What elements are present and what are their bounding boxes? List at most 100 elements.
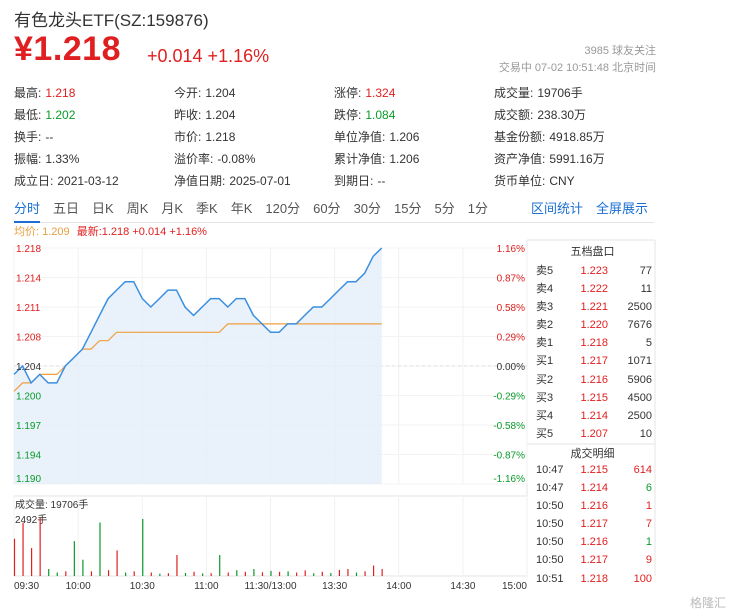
tab-period[interactable]: 日K: [92, 200, 114, 216]
stat-value: 2021-03-12: [57, 174, 119, 188]
order-book-row: 卖1 1.218 5: [530, 334, 655, 352]
tab-period[interactable]: 60分: [313, 200, 341, 216]
volume-max-label: 2492手: [15, 513, 47, 526]
price-change: +0.014 +1.16%: [147, 46, 270, 66]
volume-label: 成交量: 19706手: [15, 498, 88, 511]
stat-label: 成立日:: [14, 174, 54, 188]
trade-price: 1.215: [580, 464, 608, 476]
trade-row: 10:50 1.216 1: [530, 533, 655, 551]
stat-label: 市价:: [174, 130, 202, 144]
stat-cell: 今开: 1.204: [174, 82, 334, 104]
tab-period[interactable]: 120分: [265, 200, 301, 216]
price-line: [13, 247, 383, 385]
order-price: 1.216: [580, 373, 608, 386]
trade-qty: 7: [645, 518, 652, 531]
stat-cell: 到期日: --: [334, 170, 494, 192]
trade-time: 10:50: [536, 536, 564, 549]
y-tick-label-right: 0.29%: [497, 333, 525, 344]
stat-value: 19706手: [537, 86, 583, 100]
stat-label: 货币单位:: [494, 174, 546, 188]
tab-period[interactable]: 月K: [161, 200, 184, 216]
y-tick-label-right: 0.58%: [497, 303, 525, 314]
order-price: 1.218: [580, 337, 608, 350]
y-tick-label-left: 1.208: [16, 333, 41, 344]
tab-period[interactable]: 30分: [353, 200, 382, 216]
trade-time: 10:47: [536, 464, 564, 476]
stat-label: 换手:: [14, 130, 42, 144]
order-book-row: 买2 1.216 5906: [530, 371, 655, 389]
order-book-row: 卖3 1.221 2500: [530, 298, 655, 316]
stat-label: 到期日:: [334, 174, 374, 188]
order-book-title: 五档盘口: [570, 246, 615, 258]
stat-label: 累计净值:: [334, 152, 386, 166]
trade-time: 10:47: [536, 482, 564, 495]
y-tick-label-right: 1.16%: [497, 244, 525, 255]
trade-qty: 6: [645, 482, 652, 495]
y-tick-label-right: -1.16%: [493, 474, 525, 485]
trade-row: 10:50 1.217 9: [530, 551, 655, 569]
tab-period[interactable]: 年K: [230, 200, 253, 216]
order-qty: 5: [645, 337, 652, 350]
x-tick-label: 11:30/13:00: [244, 581, 297, 592]
stat-cell: 市价: 1.218: [174, 126, 334, 148]
tab-period[interactable]: 周K: [126, 200, 149, 216]
order-book-row: 卖4 1.222 11: [530, 280, 655, 298]
trade-qty: 1: [645, 500, 652, 513]
follower-count[interactable]: 3985 球友关注: [584, 45, 656, 57]
stat-label: 跌停:: [334, 108, 362, 122]
tab-period[interactable]: 15分: [394, 200, 422, 216]
tab-period[interactable]: 季K: [196, 200, 218, 216]
intraday-chart[interactable]: 1.218 1.214 1.211 1.208 1.204 1.200 1.197 1.194…: [0, 236, 732, 606]
range-stats-link[interactable]: 区间统计: [531, 201, 584, 216]
stat-label: 资产净值:: [494, 152, 546, 166]
stat-label: 振幅:: [14, 152, 42, 166]
fullscreen-link[interactable]: 全屏展示: [596, 201, 649, 216]
x-tick-label: 09:30: [14, 581, 39, 592]
stat-value: 1.206: [389, 152, 420, 166]
tab-period[interactable]: 分时: [14, 197, 41, 223]
stat-value: 1.204: [205, 86, 236, 100]
x-tick-label: 15:00: [502, 581, 527, 592]
order-qty: 10: [639, 427, 652, 440]
trade-detail-title: 成交明细: [570, 448, 615, 460]
stat-label: 今开:: [174, 86, 202, 100]
tab-period[interactable]: 1分: [467, 200, 488, 216]
y-tick-label-right: 0.87%: [497, 274, 525, 285]
y-tick-label-left: 1.218: [16, 244, 41, 255]
order-price: 1.217: [580, 355, 608, 368]
trade-price: 1.216: [580, 536, 608, 549]
trade-row: 10:50 1.217 7: [530, 515, 655, 533]
order-book: 卖5 1.223 77 卖4 1.222 11 卖3 1.221 2500 卖2 1.220 7676…: [530, 262, 655, 443]
stat-label: 净值日期:: [174, 174, 226, 188]
trade-status-time: 交易中 07-02 10:51:48 北京时间: [498, 62, 656, 74]
x-tick-label: 10:30: [130, 581, 155, 592]
stat-value: 1.218: [45, 86, 76, 100]
watermark-logo: 格隆汇: [689, 596, 726, 610]
stat-label: 单位净值:: [334, 130, 386, 144]
tab-period[interactable]: 5分: [434, 200, 455, 216]
x-tick-label: 10:00: [66, 581, 91, 592]
stat-value: CNY: [549, 174, 575, 188]
stat-label: 成交量:: [494, 86, 534, 100]
stat-label: 成交额:: [494, 108, 534, 122]
stat-cell: 振幅: 1.33%: [14, 148, 174, 170]
stats-row: 成立日: 2021-03-12 净值日期: 2025-07-01 到期日: -- 货币单位:…: [14, 170, 654, 192]
stat-value: 5991.16万: [549, 152, 605, 166]
y-tick-label-left: 1.211: [16, 303, 41, 314]
stat-value: 2025-07-01: [229, 174, 291, 188]
trade-qty: 100: [633, 572, 652, 585]
avg-price-bar: 均价: 1.209 最新:1.218 +0.014 +1.16%: [14, 223, 207, 239]
stat-value: 1.084: [365, 108, 396, 122]
stat-value: 1.202: [45, 108, 76, 122]
trade-detail: 10:47 1.215 614 10:47 1.214 6 10:50 1.216 1 10:50…: [530, 461, 655, 588]
order-level: 卖4: [536, 283, 554, 296]
tab-period[interactable]: 五日: [53, 200, 80, 216]
x-tick-label: 13:30: [322, 581, 347, 592]
order-level: 买2: [536, 373, 554, 386]
stat-value: 4918.85万: [549, 130, 605, 144]
y-tick-label-right: -0.58%: [493, 421, 525, 432]
stat-cell: 单位净值: 1.206: [334, 126, 494, 148]
trade-row: 10:51 1.218 100: [530, 570, 655, 588]
order-level: 卖5: [536, 265, 554, 277]
stat-cell: 最高: 1.218: [14, 82, 174, 104]
